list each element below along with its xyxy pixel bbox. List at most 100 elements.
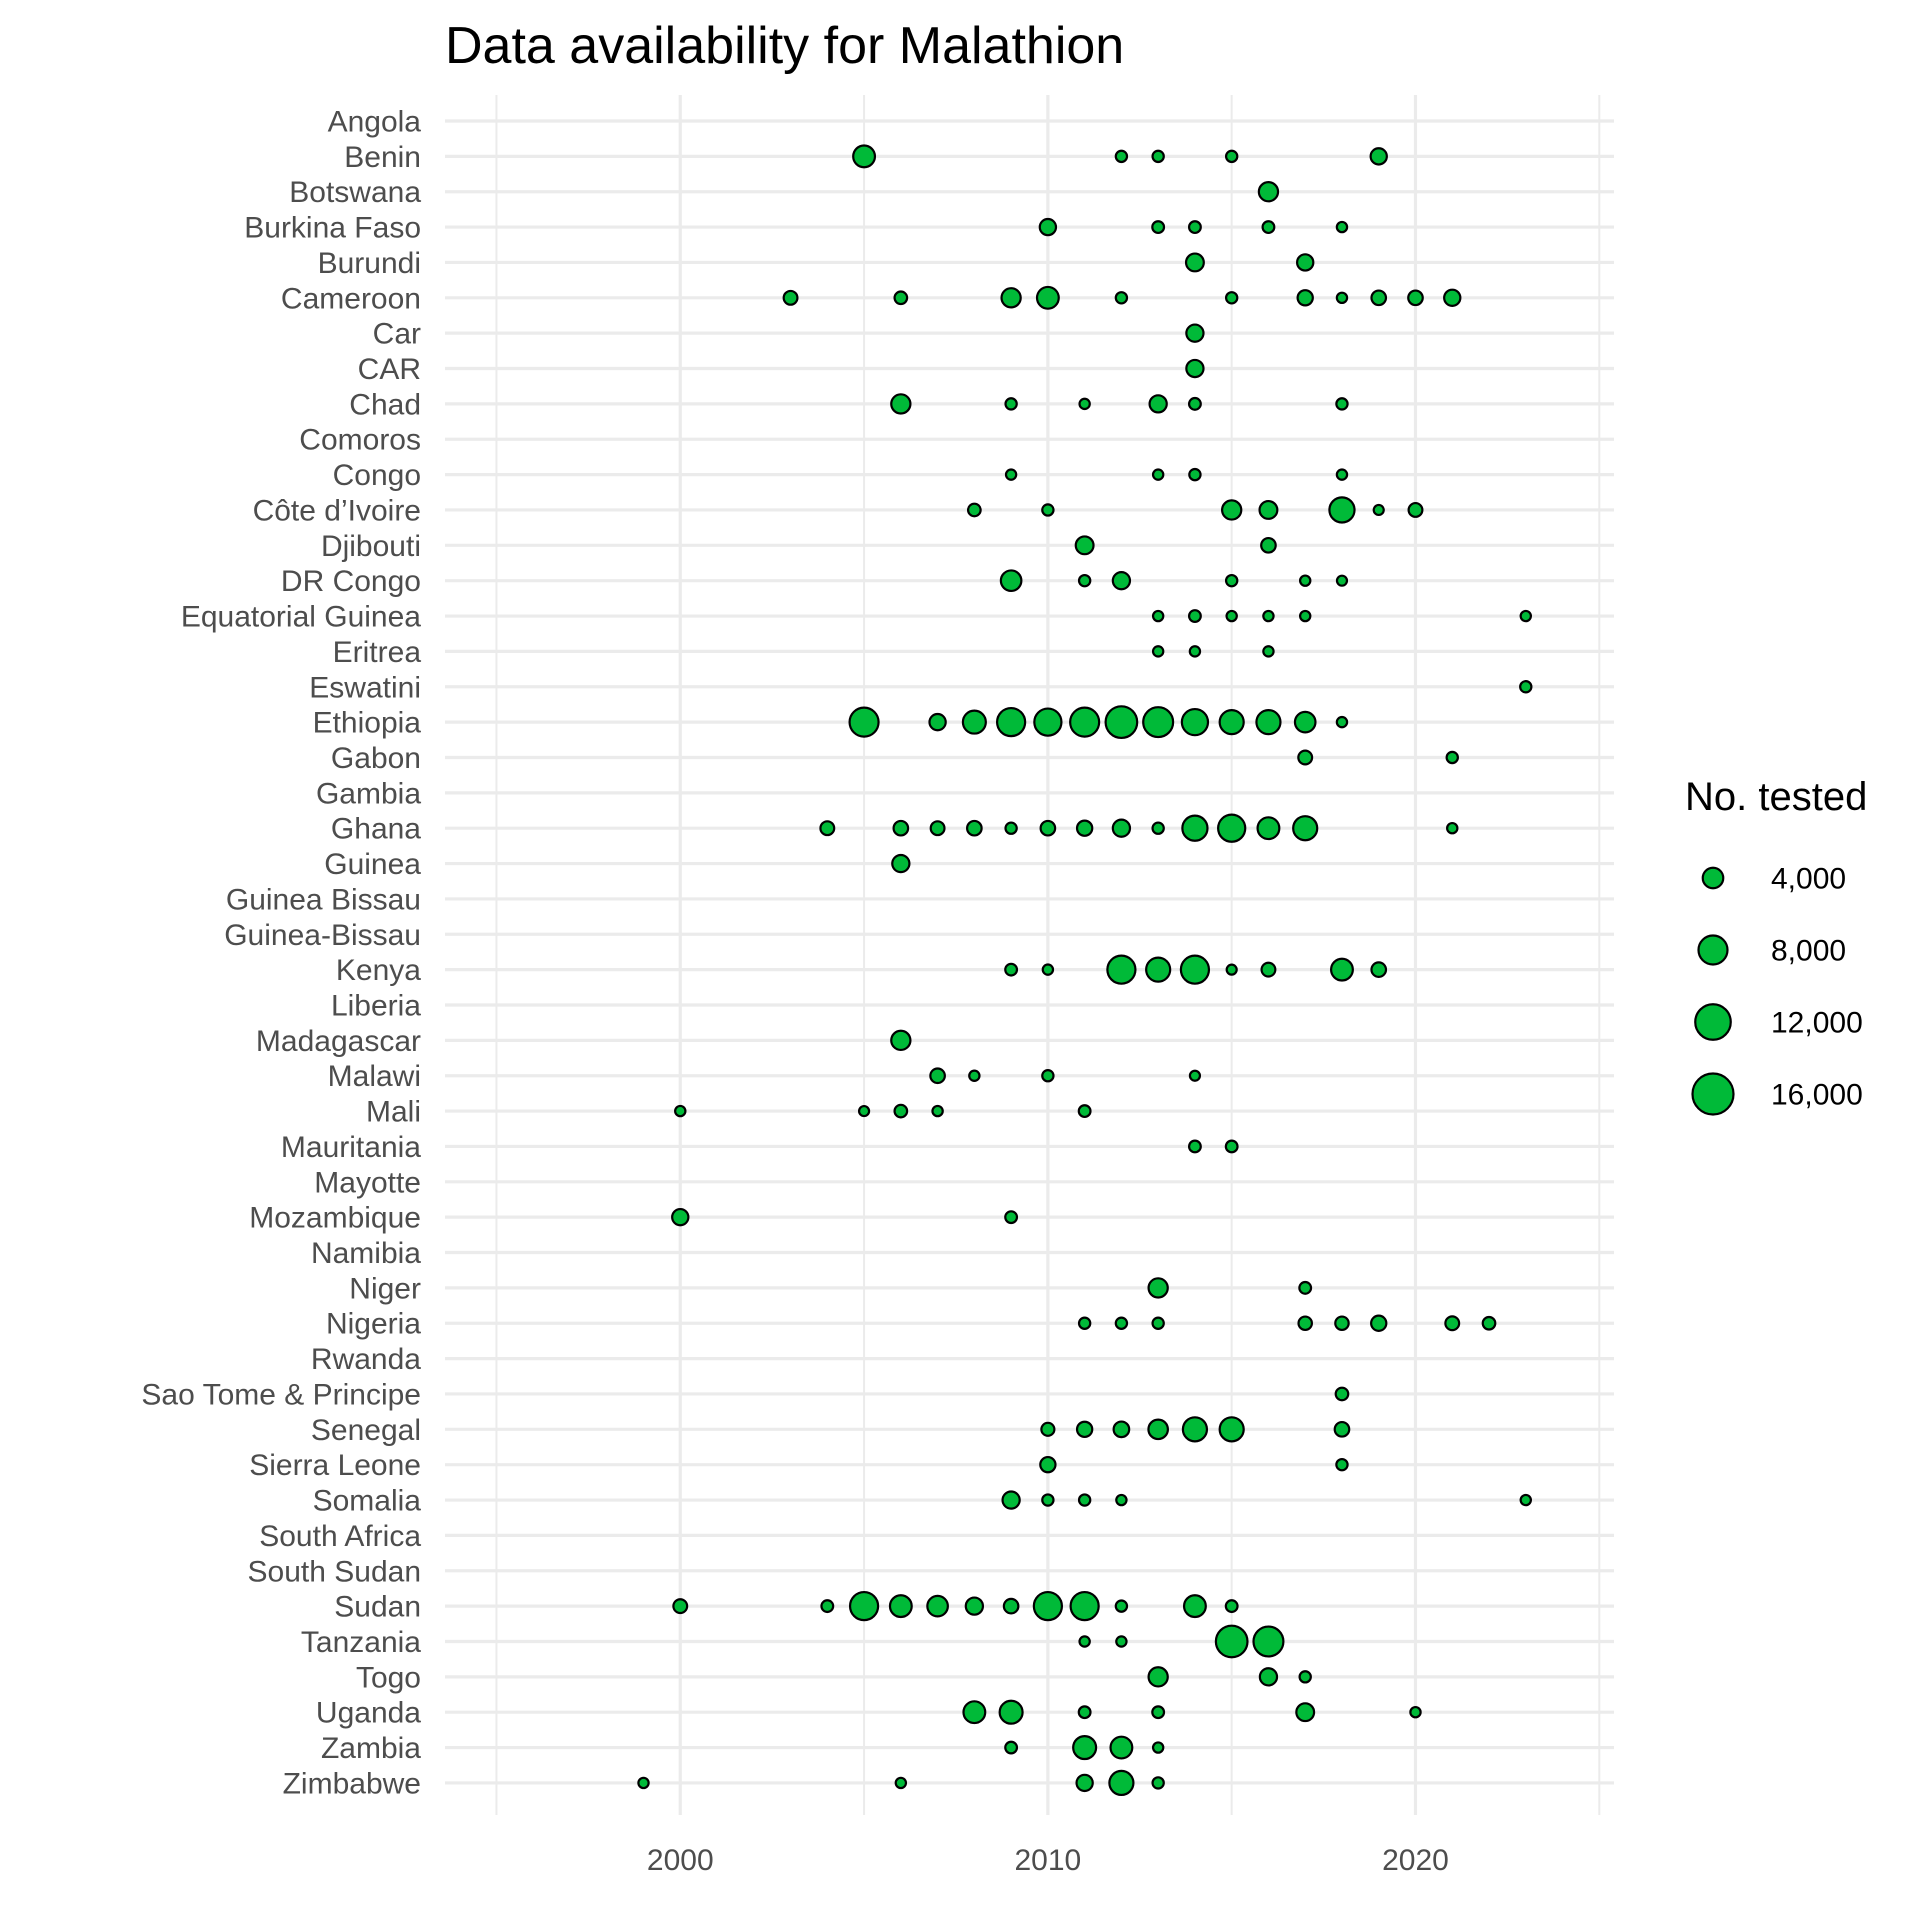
data-point <box>1295 1702 1316 1723</box>
data-point <box>1151 609 1165 623</box>
data-point <box>819 820 836 837</box>
data-point <box>1075 1420 1094 1439</box>
data-point <box>1181 1416 1209 1443</box>
data-point <box>1185 358 1205 379</box>
data-point <box>1256 816 1281 841</box>
data-point <box>1114 149 1129 164</box>
data-point <box>1187 396 1202 411</box>
data-point <box>1298 1670 1312 1684</box>
data-point <box>1072 1735 1098 1761</box>
x-tick-label: 2010 <box>1015 1844 1082 1877</box>
data-point <box>1255 709 1282 736</box>
data-point <box>1188 1069 1202 1082</box>
data-point <box>1372 503 1385 517</box>
data-point <box>1446 821 1459 835</box>
data-point <box>1225 609 1238 623</box>
legend-key <box>1697 934 1729 966</box>
y-tick-label: Ghana <box>331 813 421 846</box>
data-point <box>929 820 946 837</box>
data-point <box>1407 289 1424 307</box>
y-tick-label: Mozambique <box>249 1202 421 1235</box>
data-point <box>1370 1314 1388 1332</box>
data-points <box>637 144 1533 1797</box>
data-point <box>1075 819 1094 837</box>
data-point <box>1262 645 1275 658</box>
data-point <box>1040 1421 1056 1437</box>
data-point <box>1004 397 1018 411</box>
data-point <box>1151 220 1166 235</box>
data-point <box>1370 289 1388 307</box>
data-point <box>1114 291 1129 305</box>
data-point <box>1147 1277 1169 1299</box>
y-tick-label: Eswatini <box>309 671 421 704</box>
data-point <box>1224 573 1239 588</box>
data-point <box>1297 1315 1313 1332</box>
data-point <box>1184 252 1205 273</box>
data-point <box>1298 1280 1313 1295</box>
data-point <box>1004 962 1019 977</box>
data-point <box>848 1590 880 1622</box>
data-point <box>1293 710 1317 734</box>
data-point <box>1334 1315 1350 1332</box>
data-point <box>894 1776 908 1790</box>
data-point <box>1296 253 1315 272</box>
y-tick-label: Sao Tome & Principe <box>141 1378 421 1411</box>
data-point <box>1111 818 1132 838</box>
x-tick-label: 2000 <box>647 1844 714 1877</box>
data-point <box>1004 468 1018 481</box>
data-point <box>1041 1069 1055 1083</box>
data-point <box>890 1029 912 1052</box>
y-tick-label: Sierra Leone <box>249 1449 421 1482</box>
y-tick-label: South Sudan <box>248 1555 421 1588</box>
data-point <box>1187 1139 1202 1154</box>
y-tick-label: Comoros <box>299 424 421 457</box>
y-tick-label: Chad <box>349 388 421 421</box>
data-point <box>1151 468 1165 481</box>
data-point <box>1187 220 1202 235</box>
x-axis-labels: 2000 2010 2020 <box>647 1844 1449 1877</box>
data-point <box>1225 963 1238 976</box>
legend-label: 16,000 <box>1771 1079 1863 1112</box>
y-tick-label: Burundi <box>318 247 421 280</box>
data-point <box>1078 397 1091 411</box>
y-tick-label: Malawi <box>328 1060 421 1093</box>
data-point <box>1000 287 1022 309</box>
data-point <box>1444 1315 1461 1332</box>
y-tick-label: Angola <box>328 106 422 139</box>
data-point <box>1181 814 1209 842</box>
data-point <box>929 1067 946 1085</box>
y-tick-label: Mayotte <box>314 1166 421 1199</box>
data-point <box>999 569 1023 593</box>
y-tick-label: DR Congo <box>281 565 421 598</box>
data-point <box>1260 536 1277 554</box>
data-point <box>1147 1666 1169 1688</box>
y-tick-label: Nigeria <box>326 1308 421 1341</box>
data-point <box>962 1700 987 1725</box>
y-tick-label: Benin <box>344 141 421 174</box>
data-point <box>1180 707 1210 737</box>
data-point <box>1407 501 1424 518</box>
data-point <box>1115 1493 1128 1507</box>
data-point <box>1041 503 1055 517</box>
y-tick-label: Eritrea <box>333 636 422 669</box>
data-point <box>1077 1316 1092 1330</box>
y-tick-label: Burkina Faso <box>244 212 421 245</box>
y-tick-label: Liberia <box>331 990 421 1023</box>
data-point <box>890 393 912 415</box>
data-point <box>926 1594 949 1618</box>
data-point <box>1004 821 1018 835</box>
data-point <box>1257 181 1280 203</box>
data-point <box>782 289 799 306</box>
y-tick-label: Niger <box>349 1272 421 1305</box>
y-tick-label: CAR <box>358 353 421 386</box>
data-point <box>1443 288 1462 308</box>
data-point <box>1111 571 1132 591</box>
data-point <box>1261 220 1276 235</box>
data-point <box>931 1104 944 1118</box>
y-tick-label: Uganda <box>316 1697 421 1730</box>
data-point <box>1298 609 1312 623</box>
data-point <box>1151 645 1165 658</box>
data-point <box>888 1594 913 1619</box>
data-point <box>1182 1594 1207 1619</box>
data-point <box>1039 1455 1057 1474</box>
